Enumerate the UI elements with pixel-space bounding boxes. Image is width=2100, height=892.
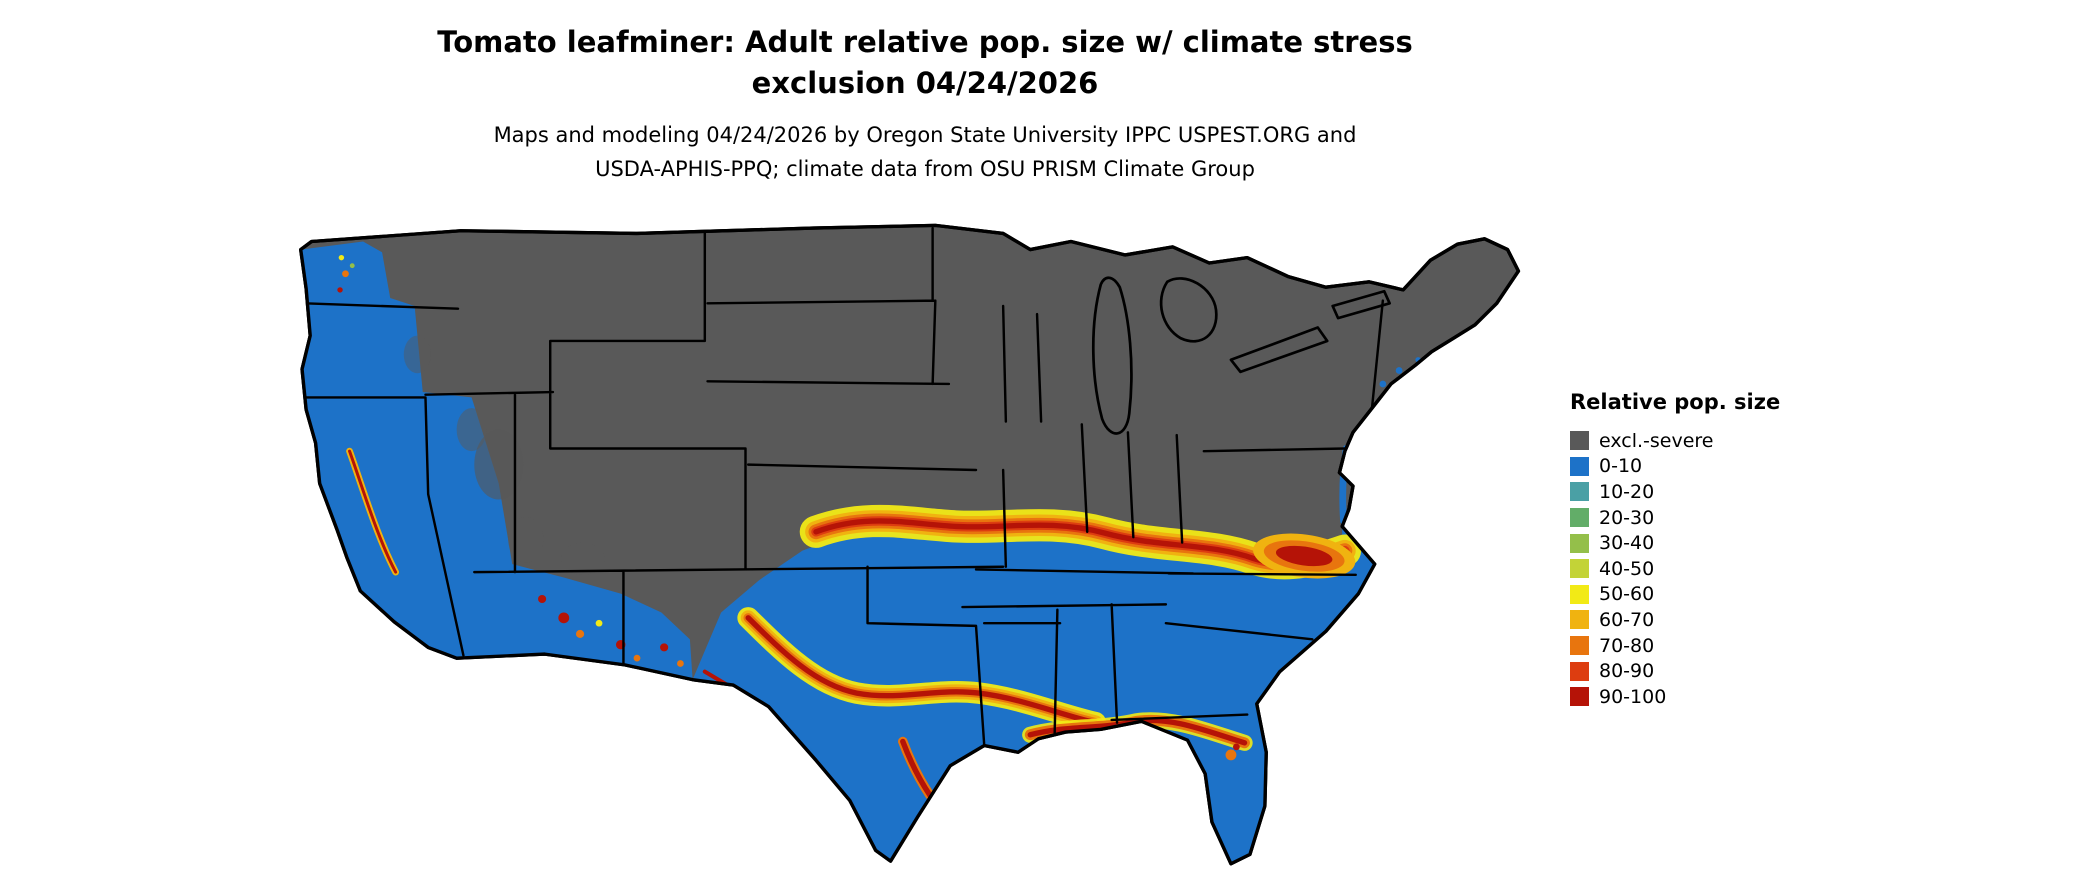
- legend-item-label: 30-40: [1599, 532, 1655, 555]
- legend-item-label: 80-90: [1599, 660, 1655, 683]
- legend-swatch: [1570, 508, 1589, 528]
- lake-huron: [1159, 277, 1218, 343]
- map-title: Tomato leafminer: Adult relative pop. si…: [0, 22, 1850, 104]
- legend-swatch: [1570, 687, 1589, 707]
- legend-item: 80-90: [1570, 658, 1850, 684]
- legend-swatch: [1570, 584, 1589, 604]
- legend-items: excl.-severe 0-10 10-20 20-30 30-40 40-5…: [1570, 428, 1850, 710]
- legend-item-label: 70-80: [1599, 634, 1655, 657]
- map-subtitle-line2: USDA-APHIS-PPQ; climate data from OSU PR…: [595, 157, 1255, 181]
- legend-item: 0-10: [1570, 454, 1850, 480]
- map-hotspot-virginia: [1253, 533, 1356, 579]
- legend-item-label: 60-70: [1599, 608, 1655, 631]
- map-container: [298, 220, 1532, 892]
- map-low-region-west: [300, 241, 693, 680]
- legend-item: 60-70: [1570, 607, 1850, 633]
- legend-swatch: [1570, 533, 1589, 553]
- legend-item-label: 20-30: [1599, 506, 1655, 529]
- us-map: [299, 223, 1521, 866]
- legend-swatch: [1570, 636, 1589, 656]
- legend-item-label: 40-50: [1599, 557, 1655, 580]
- map-subtitle: Maps and modeling 04/24/2026 by Oregon S…: [0, 118, 1850, 186]
- legend-swatch: [1570, 610, 1589, 630]
- map-great-lakes: [1091, 276, 1391, 435]
- legend-item-label: excl.-severe: [1599, 429, 1714, 452]
- lake-erie: [1229, 326, 1329, 374]
- map-low-region-south: [692, 515, 1375, 864]
- map-subtitle-line1: Maps and modeling 04/24/2026 by Oregon S…: [493, 123, 1357, 147]
- map-stress-strip-south-texas: [898, 736, 935, 800]
- map-title-line1: Tomato leafminer: Adult relative pop. si…: [437, 25, 1413, 59]
- map-title-line2: exclusion 04/24/2026: [751, 66, 1099, 100]
- map-excluded-mottling: [403, 335, 605, 575]
- lake-michigan: [1091, 276, 1133, 435]
- legend-item: 50-60: [1570, 582, 1850, 608]
- legend-item: 70-80: [1570, 633, 1850, 659]
- lake-ontario: [1331, 289, 1391, 320]
- legend-item: 90-100: [1570, 684, 1850, 710]
- legend-swatch: [1570, 661, 1589, 681]
- legend-swatch: [1570, 559, 1589, 579]
- legend-item: 30-40: [1570, 530, 1850, 556]
- legend-item: 40-50: [1570, 556, 1850, 582]
- legend-swatch: [1570, 431, 1589, 451]
- legend-item: 10-20: [1570, 479, 1850, 505]
- map-stress-band-texas: [737, 607, 1107, 734]
- legend-item-label: 50-60: [1599, 583, 1655, 606]
- map-florida-hotspots: [1225, 743, 1240, 761]
- legend: Relative pop. size excl.-severe 0-10 10-…: [1570, 390, 1850, 710]
- map-state-borders: [300, 226, 1385, 746]
- legend-swatch: [1570, 456, 1589, 476]
- legend-item-label: 0-10: [1599, 455, 1643, 478]
- map-outline: [299, 223, 1521, 866]
- legend-item-label: 10-20: [1599, 480, 1655, 503]
- legend-item-label: 90-100: [1599, 685, 1667, 708]
- legend-title: Relative pop. size: [1570, 390, 1781, 414]
- legend-item: excl.-severe: [1570, 428, 1850, 454]
- legend-item: 20-30: [1570, 505, 1850, 531]
- legend-swatch: [1570, 482, 1589, 502]
